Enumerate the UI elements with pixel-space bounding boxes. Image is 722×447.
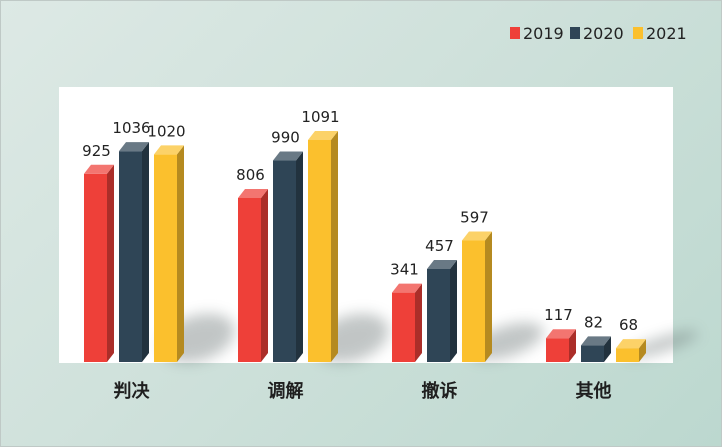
- bar-side: [604, 336, 611, 362]
- bar-front: [119, 151, 142, 362]
- bar-2021-1: [308, 130, 338, 362]
- bar-top: [462, 231, 492, 241]
- bar-top: [119, 142, 149, 152]
- bar-front: [581, 345, 604, 362]
- bar-front: [308, 139, 331, 362]
- bar-side: [177, 145, 184, 362]
- bar-side: [107, 164, 114, 362]
- bar-side: [261, 188, 268, 362]
- bar-front: [546, 338, 569, 362]
- bar-2019-0: [84, 164, 114, 362]
- bar-2020-2: [427, 260, 457, 362]
- value-label: 68: [619, 316, 638, 334]
- bar-side: [450, 260, 457, 362]
- bar-2021-3: [616, 339, 646, 362]
- bar-top: [273, 151, 303, 161]
- bar-side: [142, 142, 149, 362]
- bars: [84, 130, 646, 362]
- bar-front: [238, 197, 261, 362]
- bar-2019-1: [238, 188, 268, 362]
- bar-side: [415, 283, 422, 362]
- bar-top: [546, 329, 576, 339]
- category-label: 其他: [576, 380, 612, 402]
- category-label: 调解: [268, 380, 304, 402]
- bar-top: [616, 339, 646, 349]
- bar-side: [639, 339, 646, 362]
- category-label: 判决: [114, 380, 151, 402]
- legend-swatch-2019: [510, 27, 520, 39]
- value-label: 82: [584, 313, 603, 331]
- bar-2019-3: [546, 329, 576, 362]
- value-label: 341: [390, 261, 419, 279]
- bar-2020-0: [119, 142, 149, 362]
- bar-2019-2: [392, 283, 422, 362]
- bar-side: [296, 151, 303, 362]
- value-label: 457: [425, 237, 454, 255]
- bar-2021-2: [462, 231, 492, 362]
- category-labels: 判决 调解 撤诉 其他: [114, 380, 612, 402]
- value-label: 117: [544, 306, 573, 324]
- bar-front: [392, 292, 415, 362]
- bar-2020-3: [581, 336, 611, 362]
- legend-swatch-2020: [570, 27, 580, 39]
- value-label: 597: [460, 209, 489, 227]
- value-label: 990: [271, 129, 300, 147]
- bar-front: [616, 348, 639, 362]
- bar-2020-1: [273, 151, 303, 362]
- bar-top: [154, 145, 184, 155]
- bar-top: [581, 336, 611, 346]
- category-label: 撤诉: [422, 380, 458, 402]
- legend-swatch-2021: [633, 27, 643, 39]
- legend-label-2019: 2019: [523, 24, 564, 43]
- legend-label-2021: 2021: [646, 24, 687, 43]
- value-label: 1036: [112, 119, 150, 137]
- bar-2021-0: [154, 145, 184, 362]
- bar-front: [84, 173, 107, 362]
- value-label: 1020: [147, 122, 185, 140]
- value-label: 1091: [301, 108, 339, 126]
- bar-side: [485, 231, 492, 362]
- bar-front: [273, 160, 296, 362]
- bar-top: [84, 164, 114, 174]
- bar-top: [238, 188, 268, 198]
- bar-front: [427, 269, 450, 362]
- bar-front: [154, 154, 177, 362]
- legend-label-2020: 2020: [583, 24, 624, 43]
- bar-side: [569, 329, 576, 362]
- bar-top: [392, 283, 422, 293]
- value-label: 806: [236, 166, 265, 184]
- bar-front: [462, 240, 485, 362]
- legend: 2019 2020 2021: [510, 24, 687, 43]
- bar-side: [331, 130, 338, 362]
- bar-top: [308, 130, 338, 140]
- value-label: 925: [82, 142, 111, 160]
- bar-top: [427, 260, 457, 270]
